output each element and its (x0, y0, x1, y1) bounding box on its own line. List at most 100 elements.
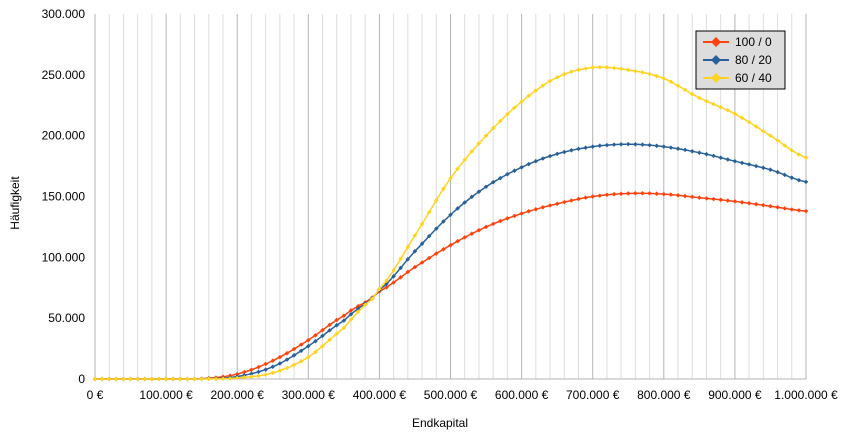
data-point (391, 268, 396, 273)
data-point (490, 221, 496, 227)
data-point (263, 372, 268, 377)
data-point (633, 68, 638, 74)
data-point (718, 197, 723, 203)
data-point (668, 145, 674, 150)
data-point (313, 338, 318, 344)
data-point (625, 141, 631, 147)
data-point (298, 348, 304, 354)
y-tick-label: 300.000 (42, 7, 86, 21)
data-point (320, 327, 325, 333)
data-point (498, 118, 503, 124)
data-point (284, 365, 290, 371)
data-point (156, 376, 162, 382)
data-point (640, 142, 645, 147)
data-point (227, 376, 233, 381)
data-point (291, 362, 297, 368)
data-point (270, 364, 275, 369)
data-point (163, 376, 169, 382)
data-point (334, 317, 339, 323)
data-point (405, 269, 411, 275)
data-point (142, 376, 148, 382)
data-point (405, 257, 411, 262)
data-point (327, 337, 332, 343)
data-point (92, 376, 98, 382)
data-point (149, 376, 155, 382)
series-3 (92, 64, 809, 382)
data-point (469, 149, 475, 154)
data-point (633, 142, 638, 147)
data-point (370, 296, 375, 302)
data-point (796, 208, 802, 213)
data-point (775, 169, 780, 175)
x-tick-label: 700.000 € (566, 388, 620, 402)
data-point (569, 148, 574, 153)
data-point (298, 342, 304, 347)
data-point (455, 166, 460, 171)
data-point (469, 231, 475, 236)
legend: 100 / 0 80 / 20 60 / 40 (695, 30, 786, 90)
data-point (640, 191, 645, 196)
data-point (320, 333, 325, 339)
data-point (206, 376, 212, 382)
data-point (590, 194, 595, 199)
data-point (661, 144, 667, 149)
data-point (625, 67, 631, 73)
data-point (242, 369, 247, 375)
data-point (313, 333, 318, 338)
data-point (483, 224, 489, 230)
x-tick-label: 1.000.000 € (774, 388, 838, 402)
data-point (682, 193, 688, 199)
data-point (270, 358, 276, 363)
data-point (675, 193, 681, 198)
data-point (704, 151, 709, 157)
data-point (625, 191, 631, 196)
data-point (263, 361, 268, 367)
data-point (753, 201, 759, 207)
data-point (789, 207, 795, 212)
data-point (256, 369, 261, 375)
data-point (732, 158, 738, 164)
data-point (796, 177, 802, 183)
data-point (576, 146, 581, 152)
data-point (434, 251, 439, 256)
data-point (562, 71, 567, 77)
legend-marker (711, 55, 721, 65)
data-point (355, 309, 361, 314)
data-point (768, 203, 773, 209)
series-group (92, 64, 809, 382)
data-point (647, 71, 652, 77)
y-axis-title: Häufigkeit (8, 176, 22, 230)
data-point (192, 376, 197, 382)
data-point (270, 370, 275, 376)
data-point (391, 280, 396, 285)
data-point (633, 191, 638, 196)
data-point (114, 376, 119, 382)
y-tick-label: 0 (78, 372, 85, 386)
data-point (277, 361, 283, 366)
data-point (498, 218, 503, 224)
data-point (249, 367, 254, 373)
legend-marker (711, 37, 721, 47)
data-point (718, 104, 723, 110)
x-tick-label: 900.000 € (708, 388, 762, 402)
y-tick-label: 50.000 (48, 311, 85, 325)
data-point (583, 195, 588, 200)
data-point (256, 373, 261, 379)
data-point (306, 354, 311, 360)
data-point (483, 133, 489, 138)
data-point (725, 157, 731, 162)
data-point (398, 256, 403, 262)
data-point (505, 216, 510, 221)
data-point (476, 141, 482, 146)
data-point (753, 163, 759, 169)
data-point (334, 331, 339, 336)
legend-marker (711, 73, 721, 83)
data-point (327, 322, 332, 328)
y-tick-label: 150.000 (42, 190, 86, 204)
data-point (803, 155, 809, 160)
data-point (547, 203, 553, 208)
data-point (498, 175, 503, 181)
data-point (277, 354, 283, 360)
data-point (576, 67, 581, 73)
